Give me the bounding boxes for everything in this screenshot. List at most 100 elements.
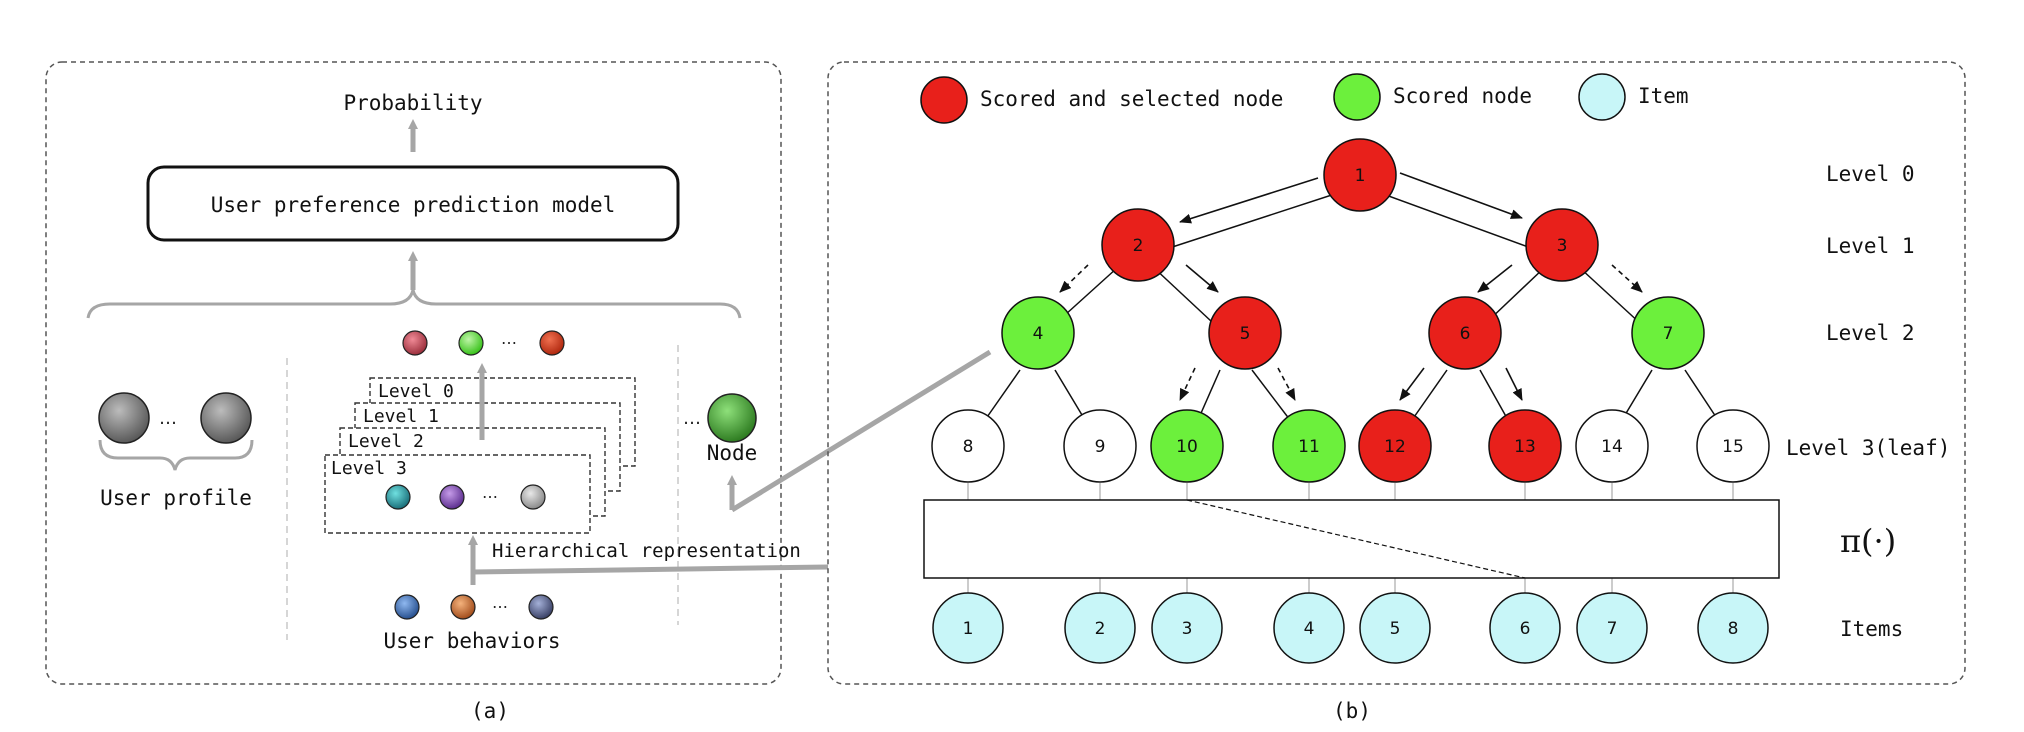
level-label-1: Level 1 xyxy=(1826,234,1915,258)
hierarchical-representation-label: Hierarchical representation xyxy=(492,540,801,562)
item-node-4: 4 xyxy=(1273,592,1345,664)
caption-a: (a) xyxy=(471,699,509,723)
panel-b-frame xyxy=(827,61,1966,685)
tree-node-14: 14 xyxy=(1575,409,1649,483)
traversal-arrows xyxy=(1059,172,1643,401)
profile-ellipsis: … xyxy=(159,408,177,429)
tree-node-15: 15 xyxy=(1696,409,1770,483)
tree-node-circle xyxy=(1272,409,1346,483)
tree-node-label: 8 xyxy=(963,437,974,457)
node-ball-red xyxy=(539,330,565,356)
behavior-ellipsis: … xyxy=(492,593,508,612)
behavior-ball-orange xyxy=(450,594,476,620)
profile-ball-1 xyxy=(98,392,150,444)
panel-a-frame xyxy=(45,61,782,685)
level-3-label: Level 3 xyxy=(331,458,407,479)
item-node-circle xyxy=(1273,592,1345,664)
item-node-label: 5 xyxy=(1390,619,1401,639)
tree-node-circle xyxy=(1358,409,1432,483)
tree-node-9: 9 xyxy=(1063,409,1137,483)
arrow-5-10 xyxy=(1179,367,1196,401)
tree-node-label: 2 xyxy=(1133,236,1144,256)
tree-node-label: 11 xyxy=(1298,437,1320,457)
level-0-label: Level 0 xyxy=(378,381,454,402)
tree-node-label: 15 xyxy=(1722,437,1744,457)
item-node-circle xyxy=(1576,592,1648,664)
arrow-2-4 xyxy=(1059,264,1089,293)
item-node-2: 2 xyxy=(1064,592,1136,664)
rep-ball-teal xyxy=(385,484,411,510)
tree-node-label: 10 xyxy=(1176,437,1198,457)
tree-node-circle xyxy=(1428,296,1502,370)
top-brace xyxy=(86,289,742,319)
item-node-circle xyxy=(1359,592,1431,664)
item-node-circle xyxy=(1064,592,1136,664)
tree-node-label: 9 xyxy=(1095,437,1106,457)
tree-node-4: 4 xyxy=(1001,296,1075,370)
rep-ellipsis: … xyxy=(482,483,498,502)
node-label: Node xyxy=(707,441,758,465)
item-node-label: 7 xyxy=(1607,619,1618,639)
item-node-label: 6 xyxy=(1520,619,1531,639)
arrow-5-11 xyxy=(1277,367,1296,401)
edge-6-12 xyxy=(1411,369,1448,421)
arrow-6-13 xyxy=(1505,367,1523,401)
tree-node-circle xyxy=(1001,296,1075,370)
tree-node-11: 11 xyxy=(1272,409,1346,483)
behavior-ball-blue xyxy=(394,594,420,620)
caption-b: (b) xyxy=(1333,699,1371,723)
tree-node-label: 12 xyxy=(1384,437,1406,457)
tree-node-circle xyxy=(1101,208,1175,282)
tree-node-circle xyxy=(1525,208,1599,282)
tree-edges xyxy=(984,190,1719,421)
item-node-label: 2 xyxy=(1095,619,1106,639)
tree-node-circle xyxy=(1208,296,1282,370)
node-ball xyxy=(707,393,757,443)
tree-node-6: 6 xyxy=(1428,296,1502,370)
pi-label: π(·) xyxy=(1840,522,1896,560)
connector-b-to-hier xyxy=(472,564,829,575)
edge-5-10 xyxy=(1197,369,1221,421)
item-node-5: 5 xyxy=(1359,592,1431,664)
node-ball-green xyxy=(458,330,484,356)
tree-node-circle xyxy=(1631,296,1705,370)
tree-node-12: 12 xyxy=(1358,409,1432,483)
node-row-ellipsis: … xyxy=(501,329,517,348)
legend-scored-icon xyxy=(1333,73,1381,121)
edge-7-14 xyxy=(1621,369,1653,421)
tree-node-circle xyxy=(1696,409,1770,483)
user-behaviors-label: User behaviors xyxy=(383,629,560,653)
item-node-label: 3 xyxy=(1182,619,1193,639)
item-node-7: 7 xyxy=(1576,592,1648,664)
panel-b: Scored and selected node Scored node Ite… xyxy=(827,61,1966,723)
edge-1-2 xyxy=(1156,190,1345,253)
mapping-line-10-to-6 xyxy=(1186,499,1526,579)
tree-node-label: 5 xyxy=(1240,324,1251,344)
arrow-1-3 xyxy=(1399,172,1523,219)
item-node-label: 8 xyxy=(1728,619,1739,639)
arrow-3-6 xyxy=(1477,264,1513,293)
tree-node-2: 2 xyxy=(1101,208,1175,282)
item-node-8: 8 xyxy=(1697,592,1769,664)
edge-4-9 xyxy=(1054,369,1086,421)
rep-ball-silver xyxy=(520,484,546,510)
edge-1-3 xyxy=(1374,190,1543,253)
level-label-2: Level 2 xyxy=(1826,321,1915,345)
legend-scored-label: Scored node xyxy=(1393,84,1532,108)
tree-node-circle xyxy=(931,409,1005,483)
item-node-circle xyxy=(932,592,1004,664)
edge-6-13 xyxy=(1479,369,1509,421)
tree-node-circle xyxy=(1488,409,1562,483)
level-1-label: Level 1 xyxy=(363,406,439,427)
node-ellipsis: … xyxy=(683,408,701,429)
tree-node-circle xyxy=(1063,409,1137,483)
tree-node-1: 1 xyxy=(1323,138,1397,212)
item-nodes: 1 2 3 4 5 6 7 8 xyxy=(932,592,1769,664)
profile-brace xyxy=(98,439,254,471)
pi-mapping-box xyxy=(923,499,1780,579)
item-node-3: 3 xyxy=(1151,592,1223,664)
arrow-3-7 xyxy=(1611,264,1643,293)
behavior-ball-slate xyxy=(528,594,554,620)
tree-node-label: 1 xyxy=(1355,166,1366,186)
tree-node-7: 7 xyxy=(1631,296,1705,370)
